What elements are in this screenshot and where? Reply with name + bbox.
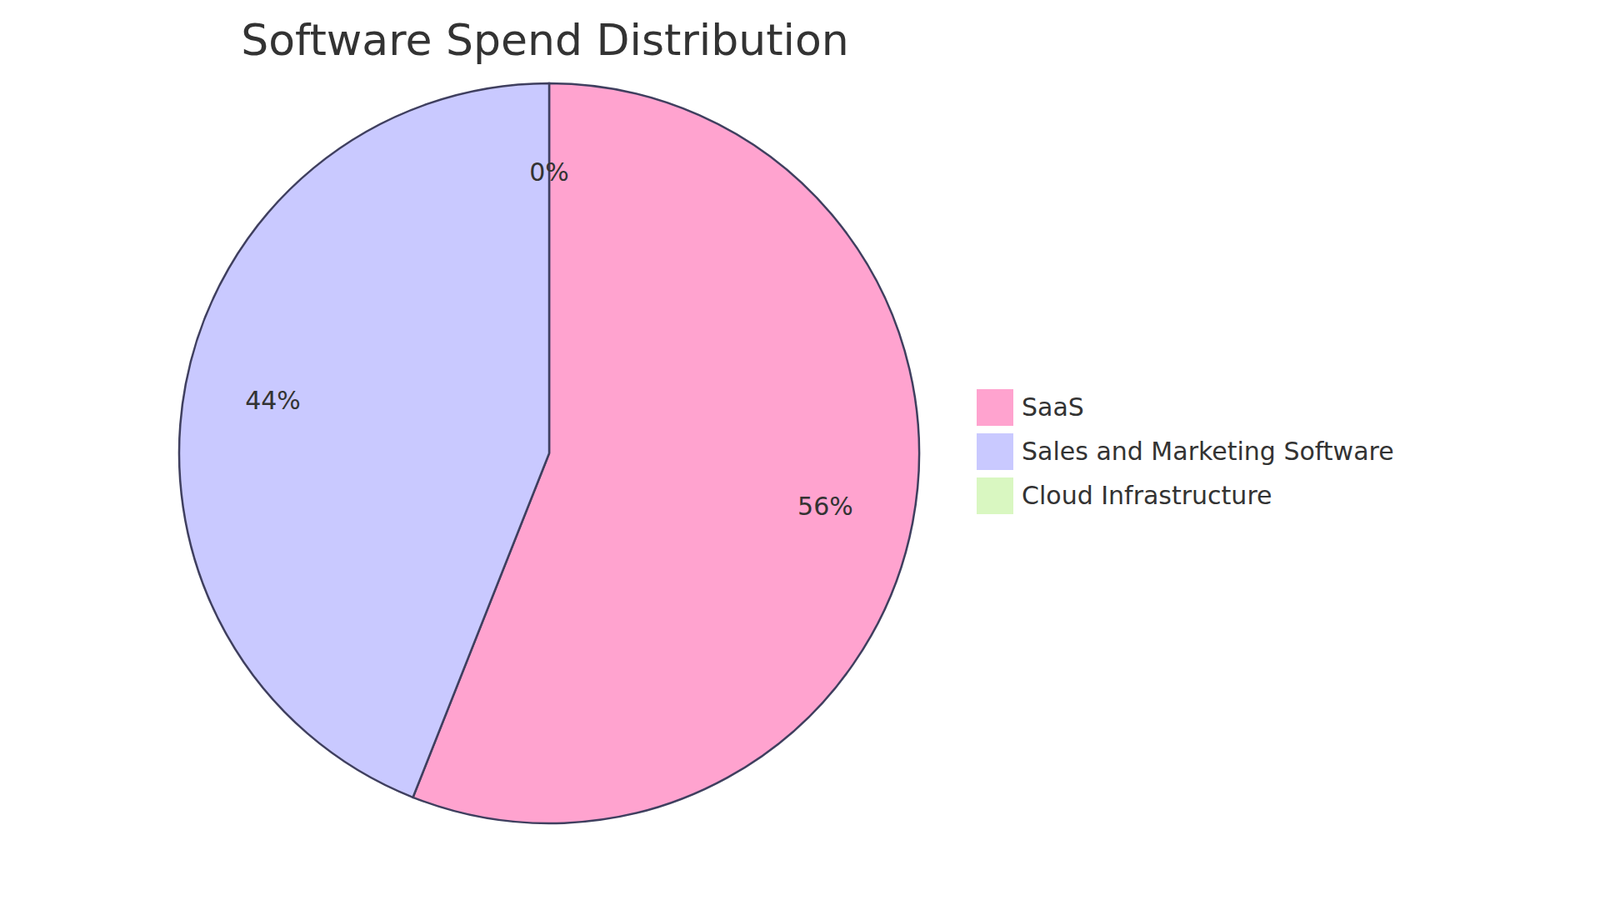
svg-text:44%: 44% <box>245 385 301 415</box>
svg-text:0%: 0% <box>529 157 570 187</box>
html-text:Cloud Infrastructure: Cloud Infrastructure <box>1021 480 1273 510</box>
html-text:Software Spend Distribution: Software Spend Distribution <box>241 15 849 65</box>
html-text:SaaS: SaaS <box>1021 392 1085 422</box>
svg-text:56%: 56% <box>797 491 854 521</box>
html-text:Sales and Marketing Software: Sales and Marketing Software <box>1021 436 1394 466</box>
